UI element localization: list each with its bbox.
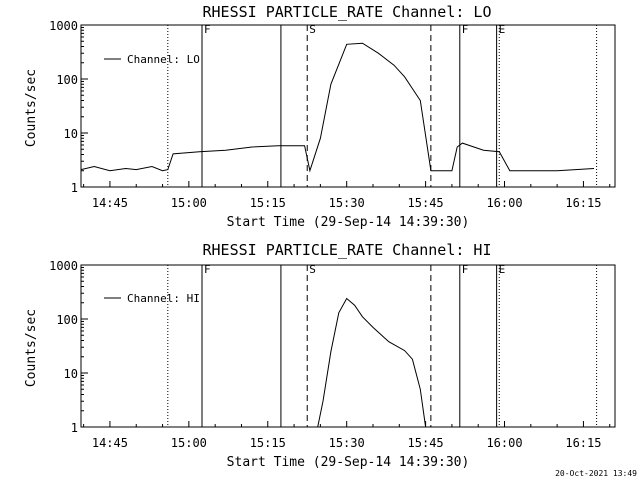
y-tick-label: 100	[56, 73, 78, 87]
marker-label: E	[499, 263, 506, 276]
y-tick-label: 1000	[49, 19, 78, 33]
x-tick-label: 15:30	[329, 436, 365, 450]
y-axis-label: Counts/sec	[24, 309, 39, 387]
x-tick-label: 15:15	[250, 196, 286, 210]
x-tick-label: 16:15	[565, 436, 601, 450]
y-tick-label: 10	[64, 127, 78, 141]
chart-title: RHESSI PARTICLE_RATE Channel: LO	[203, 3, 492, 21]
x-tick-label: 16:00	[486, 196, 522, 210]
x-axis-ticks: 14:45 15:00 15:15 15:30 15:45 16:00 16:15	[83, 421, 611, 450]
x-tick-label: 14:45	[92, 436, 128, 450]
x-tick-label: 15:45	[408, 196, 444, 210]
marker-label: F	[462, 263, 469, 276]
y-tick-label: 1	[71, 421, 78, 435]
x-tick-label: 16:00	[486, 436, 522, 450]
legend-label: Channel: HI	[127, 292, 200, 305]
legend: Channel: LO	[104, 53, 200, 66]
x-axis-label: Start Time (29-Sep-14 14:39:30)	[227, 455, 470, 470]
y-axis-label: Counts/sec	[24, 69, 39, 147]
marker-label: F	[462, 23, 469, 36]
x-tick-label: 15:30	[329, 196, 365, 210]
x-tick-label: 15:15	[250, 436, 286, 450]
legend: Channel: HI	[104, 292, 200, 305]
marker-label: F	[204, 263, 211, 276]
series-line	[317, 297, 427, 428]
y-tick-label: 10	[64, 367, 78, 381]
marker-label: S	[309, 263, 316, 276]
x-axis-ticks: 14:45 15:00 15:15 15:30 15:45 16:00 16:15	[83, 181, 611, 210]
series-line	[80, 42, 595, 173]
plot-frame	[80, 24, 616, 188]
y-axis-ticks: 1 10 100 1000	[49, 259, 88, 435]
x-axis-label: Start Time (29-Sep-14 14:39:30)	[227, 215, 470, 230]
marker-label: E	[499, 23, 506, 36]
x-tick-label: 15:00	[171, 196, 207, 210]
y-tick-label: 1000	[49, 259, 78, 273]
y-axis-ticks: 1 10 100 1000	[49, 19, 88, 195]
x-tick-label: 14:45	[92, 196, 128, 210]
marker-label: F	[204, 23, 211, 36]
y-tick-label: 100	[56, 313, 78, 327]
chart-title: RHESSI PARTICLE_RATE Channel: HI	[203, 241, 492, 259]
x-tick-label: 16:15	[565, 196, 601, 210]
plot-frame	[80, 264, 616, 428]
x-tick-label: 15:00	[171, 436, 207, 450]
footer-timestamp: 20-Oct-2021 13:49	[555, 469, 637, 478]
marker-label: S	[309, 23, 316, 36]
y-tick-label: 1	[71, 181, 78, 195]
legend-label: Channel: LO	[127, 53, 200, 66]
x-tick-label: 15:45	[408, 436, 444, 450]
